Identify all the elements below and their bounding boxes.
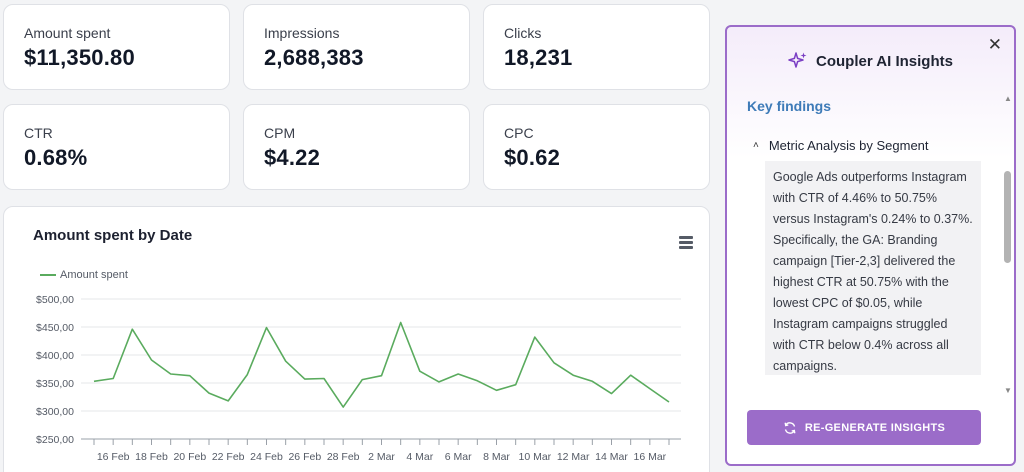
segment-section-toggle[interactable]: ˄ Metric Analysis by Segment bbox=[753, 138, 929, 153]
panel-title: Coupler AI Insights bbox=[816, 52, 953, 70]
regenerate-insights-button[interactable]: RE-GENERATE INSIGHTS bbox=[747, 410, 981, 445]
x-tick-label: 16 Mar bbox=[633, 451, 666, 463]
y-tick-label: $400,00 bbox=[36, 350, 74, 362]
kpi-card-cpm: CPM $4.22 bbox=[243, 104, 470, 190]
x-tick-label: 28 Feb bbox=[327, 451, 360, 463]
kpi-label: Amount spent bbox=[24, 25, 111, 41]
kpi-label: CPC bbox=[504, 125, 534, 141]
x-tick-label: 24 Feb bbox=[250, 451, 283, 463]
key-findings-heading: Key findings bbox=[747, 98, 832, 114]
chart-title: Amount spent by Date bbox=[33, 227, 193, 244]
x-tick-label: 8 Mar bbox=[483, 451, 510, 463]
x-tick-label: 22 Feb bbox=[212, 451, 245, 463]
kpi-value: 18,231 bbox=[504, 45, 573, 70]
chart-card: Amount spent by Date Amount spent $250,0… bbox=[3, 206, 710, 472]
legend-label: Amount spent bbox=[60, 269, 128, 281]
x-tick-label: 4 Mar bbox=[406, 451, 433, 463]
x-tick-label: 26 Feb bbox=[288, 451, 321, 463]
sparkle-icon bbox=[788, 52, 807, 68]
x-tick-label: 18 Feb bbox=[135, 451, 168, 463]
kpi-label: CPM bbox=[264, 125, 296, 141]
kpi-card-clicks: Clicks 18,231 bbox=[483, 4, 710, 90]
kpi-label: Impressions bbox=[264, 25, 340, 41]
panel-scrollbar[interactable]: ▲ ▼ bbox=[1003, 95, 1012, 395]
chevron-up-icon: ˄ bbox=[753, 140, 759, 151]
refresh-icon bbox=[784, 421, 796, 434]
kpi-card-impressions: Impressions 2,688,383 bbox=[243, 4, 470, 90]
x-tick-label: 10 Mar bbox=[518, 451, 551, 463]
chart-legend[interactable]: Amount spent bbox=[40, 269, 128, 281]
panel-header: Coupler AI Insights bbox=[727, 51, 1014, 71]
y-tick-label: $300,00 bbox=[36, 406, 74, 418]
y-tick-label: $500,00 bbox=[36, 294, 74, 306]
section-title: Metric Analysis by Segment bbox=[768, 138, 929, 153]
scroll-down-icon[interactable]: ▼ bbox=[1004, 386, 1012, 395]
legend-swatch bbox=[40, 274, 56, 276]
insights-panel: ✕ Coupler AI Insights Key findings ˄ Met… bbox=[725, 25, 1016, 466]
kpi-value: $0.62 bbox=[504, 145, 561, 170]
scroll-up-icon[interactable]: ▲ bbox=[1004, 94, 1012, 103]
x-tick-label: 16 Feb bbox=[97, 451, 130, 463]
hamburger-menu-icon[interactable] bbox=[679, 236, 693, 249]
x-tick-label: 2 Mar bbox=[368, 451, 395, 463]
kpi-value: $4.22 bbox=[264, 145, 321, 170]
close-icon[interactable]: ✕ bbox=[987, 35, 1002, 54]
kpi-card-ctr: CTR 0.68% bbox=[3, 104, 230, 190]
insight-text: Google Ads outperforms Instagram with CT… bbox=[765, 161, 981, 375]
x-tick-label: 6 Mar bbox=[445, 451, 472, 463]
kpi-label: Clicks bbox=[504, 25, 542, 41]
x-tick-label: 20 Feb bbox=[173, 451, 206, 463]
kpi-value: $11,350.80 bbox=[24, 45, 135, 70]
x-tick-label: 12 Mar bbox=[557, 451, 590, 463]
kpi-value: 2,688,383 bbox=[264, 45, 364, 70]
kpi-card-cpc: CPC $0.62 bbox=[483, 104, 710, 190]
scroll-thumb[interactable] bbox=[1004, 171, 1011, 263]
series-line bbox=[93, 321, 670, 408]
y-tick-label: $350,00 bbox=[36, 378, 74, 390]
x-tick-label: 14 Mar bbox=[595, 451, 628, 463]
y-tick-label: $450,00 bbox=[36, 322, 74, 334]
kpi-label: CTR bbox=[24, 125, 53, 141]
y-tick-label: $250,00 bbox=[36, 434, 74, 446]
regenerate-label: RE-GENERATE INSIGHTS bbox=[804, 421, 946, 434]
kpi-value: 0.68% bbox=[24, 145, 88, 170]
line-chart: $250,00 $300,00 $350,00 $400,00 $450,00 $500,… bbox=[36, 294, 681, 463]
kpi-card-amount-spent: Amount spent $11,350.80 bbox=[3, 4, 230, 90]
